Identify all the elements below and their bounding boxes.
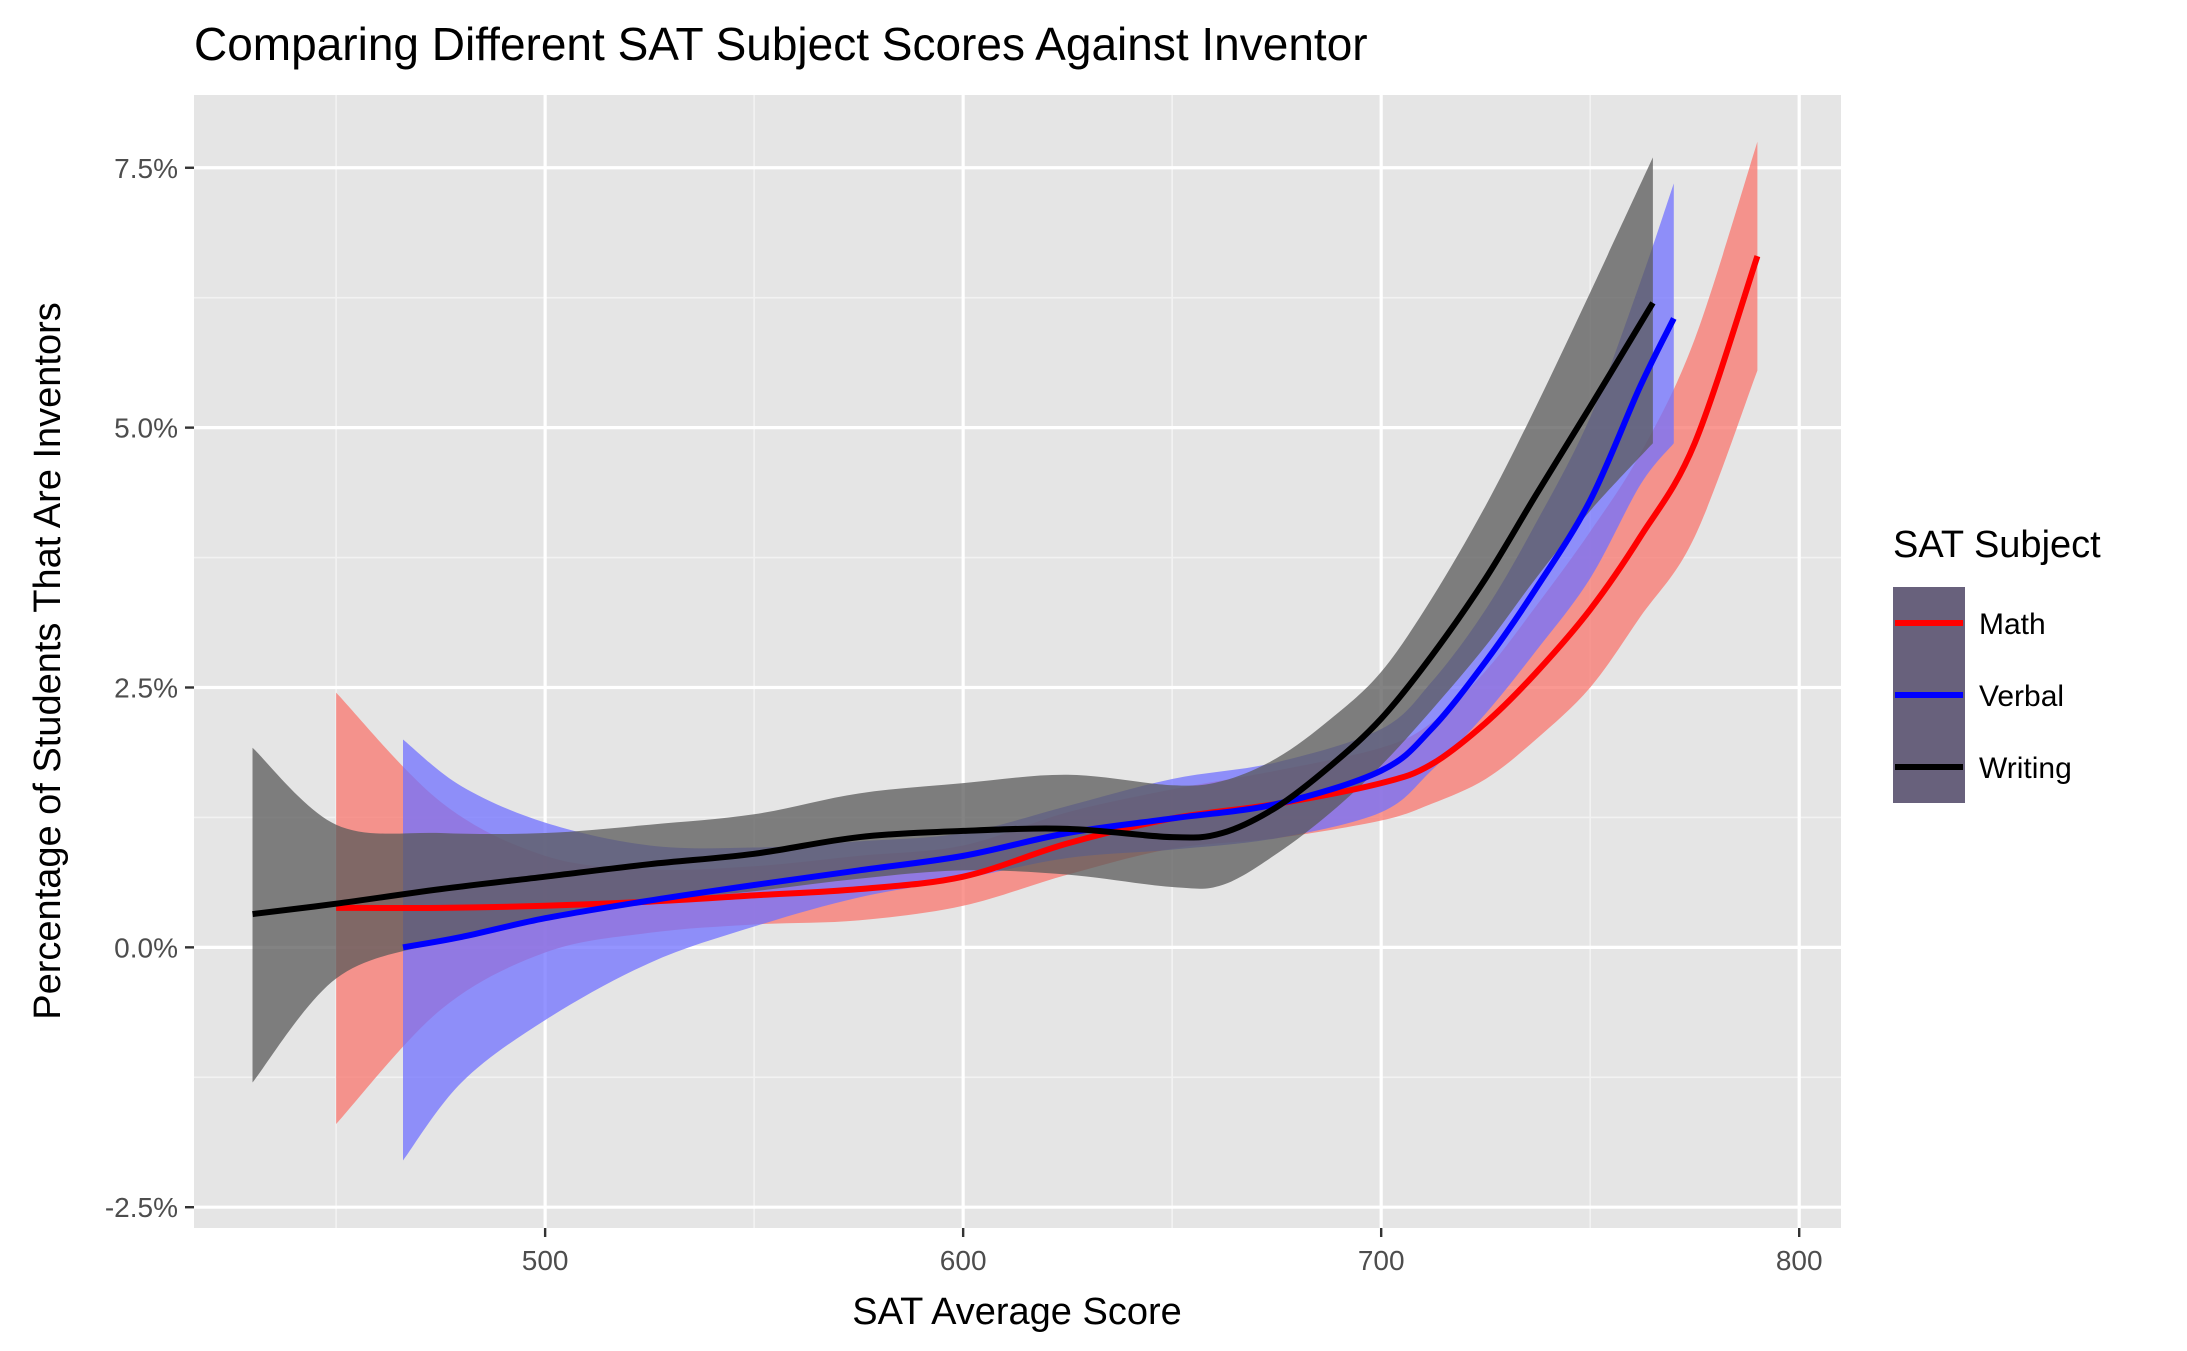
y-tick-label: 5.0%: [114, 413, 178, 444]
grid-major: [194, 95, 1841, 1228]
series-lines: [252, 255, 1761, 951]
line-verbal: [402, 317, 1677, 951]
legend-label: Writing: [1979, 752, 2072, 785]
legend-items: Math Verbal Writing: [1893, 587, 2072, 803]
y-tick-label: 0.0%: [114, 932, 178, 963]
legend-label: Verbal: [1979, 680, 2064, 713]
x-axis-title: SAT Average Score: [852, 1291, 1182, 1333]
x-tick-label: 800: [1776, 1245, 1823, 1276]
y-axis-title: Percentage of Students That Are Inventor…: [27, 302, 69, 1020]
legend-title: SAT Subject: [1893, 524, 2101, 566]
line-writing: [252, 301, 1656, 918]
series-bands: [252, 141, 1758, 1161]
x-axis: 500 600 700 800: [522, 1228, 1823, 1276]
band-writing: [252, 157, 1653, 1083]
legend-label: Math: [1979, 608, 2046, 641]
legend-item-math: Math: [1893, 587, 2046, 659]
x-tick-label: 700: [1358, 1245, 1405, 1276]
band-verbal: [403, 183, 1674, 1161]
y-tick-label: -2.5%: [105, 1192, 178, 1223]
legend-item-writing: Writing: [1893, 731, 2072, 803]
chart-title: Comparing Different SAT Subject Scores A…: [194, 18, 1368, 70]
y-tick-label: 2.5%: [114, 672, 178, 703]
legend: SAT Subject Math Verbal Writing: [1893, 524, 2101, 803]
x-tick-label: 500: [522, 1245, 569, 1276]
y-axis: -2.5% 0.0% 2.5% 5.0% 7.5%: [105, 153, 194, 1223]
y-tick-label: 7.5%: [114, 153, 178, 184]
x-tick-label: 600: [940, 1245, 987, 1276]
legend-item-verbal: Verbal: [1893, 659, 2064, 731]
